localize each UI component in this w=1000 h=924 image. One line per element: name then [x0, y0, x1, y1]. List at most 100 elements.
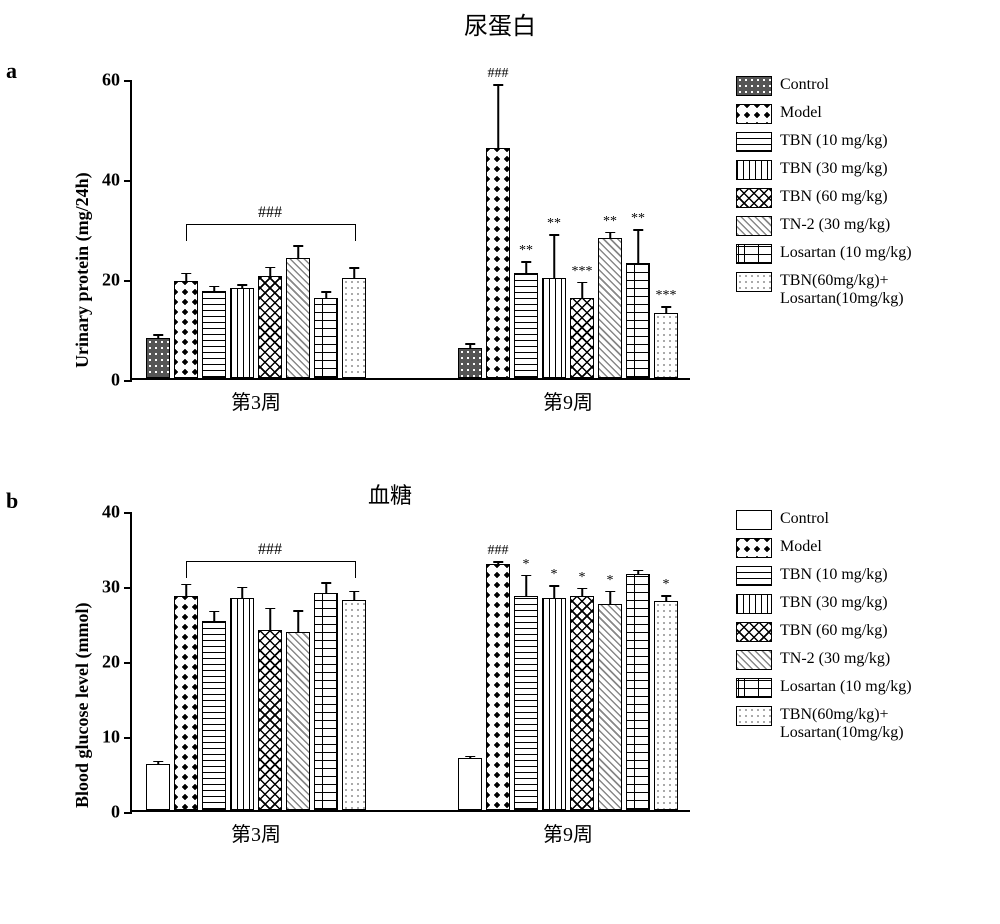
legend-item-tbn30: TBN (30 mg/kg) [736, 594, 966, 614]
error-bar [297, 610, 299, 633]
significance-mark: * [579, 570, 586, 586]
bar-control [458, 348, 482, 378]
legend-swatch [736, 510, 772, 530]
error-bar [185, 584, 187, 598]
ytick-label: 0 [111, 802, 132, 823]
bar-losartan10: ** [626, 263, 650, 378]
error-bar [665, 595, 667, 602]
bar-tbn60 [258, 276, 282, 379]
legend-swatch [736, 706, 772, 726]
legend-item-tn2_30: TN-2 (30 mg/kg) [736, 216, 966, 236]
error-bar [637, 570, 639, 575]
bar-tn2_30 [286, 632, 310, 811]
error-bar [497, 561, 499, 565]
legend-item-tn2_30: TN-2 (30 mg/kg) [736, 650, 966, 670]
error-bar [269, 608, 271, 631]
legend-item-tbn60: TBN (60 mg/kg) [736, 622, 966, 642]
ytick-label: 10 [102, 727, 132, 748]
bar-model: ### [486, 564, 510, 810]
legend-item-tbn60: TBN (60 mg/kg) [736, 188, 966, 208]
legend-swatch [736, 76, 772, 96]
error-bar [581, 282, 583, 300]
legend-label: Control [780, 510, 829, 528]
error-bar [213, 286, 215, 292]
bar-tn2_30: * [598, 604, 622, 810]
ytick-label: 60 [102, 70, 132, 91]
significance-mark: * [663, 577, 670, 593]
error-bar [525, 261, 527, 274]
legend-swatch [736, 160, 772, 180]
bar-losartan10 [626, 574, 650, 810]
bar-losartan10 [314, 593, 338, 811]
bar-model [174, 281, 198, 379]
error-bar [609, 232, 611, 240]
significance-mark: *** [572, 264, 593, 280]
legend-label: Losartan (10 mg/kg) [780, 678, 912, 696]
error-bar [581, 588, 583, 597]
bar-model [174, 596, 198, 810]
legend-label: Model [780, 104, 822, 122]
error-bar [469, 343, 471, 349]
bar-tbn10: * [514, 596, 538, 810]
plot-b: Blood glucose level (mmol) 010203040###第… [130, 512, 690, 812]
panel-b-tag: b [6, 488, 18, 514]
bar-model: ### [486, 148, 510, 378]
error-bar [525, 575, 527, 598]
legend-label: TBN (30 mg/kg) [780, 160, 888, 178]
error-bar [297, 245, 299, 259]
error-bar [553, 234, 555, 279]
legend-item-control: Control [736, 76, 966, 96]
legend-swatch [736, 678, 772, 698]
bar-tbn30: ** [542, 278, 566, 378]
error-bar [553, 585, 555, 599]
legend-item-losartan10: Losartan (10 mg/kg) [736, 678, 966, 698]
bar-tn2_30: ** [598, 238, 622, 378]
page-root: 尿蛋白 a b Urinary protein (mg/24h) 0 20 40 60… [0, 0, 1000, 924]
legend-swatch [736, 594, 772, 614]
legend-item-combo: TBN(60mg/kg)+Losartan(10mg/kg) [736, 272, 966, 309]
bar-tbn10 [202, 621, 226, 810]
bar-combo: *** [654, 313, 678, 378]
significance-mark: * [523, 557, 530, 573]
legend-label: Control [780, 76, 829, 94]
legend-label: Model [780, 538, 822, 556]
significance-mark: ** [519, 243, 533, 259]
bar-tbn10 [202, 291, 226, 379]
legend-swatch [736, 566, 772, 586]
ytick-label: 20 [102, 652, 132, 673]
ytick-label: 20 [102, 270, 132, 291]
bar-combo [342, 600, 366, 810]
bar-tn2_30 [286, 258, 310, 378]
legend-label: TBN(60mg/kg)+Losartan(10mg/kg) [780, 272, 904, 309]
xgroup-label: 第3周 [231, 378, 281, 415]
bar-combo: * [654, 601, 678, 810]
error-bar [325, 582, 327, 593]
significance-mark: ** [631, 211, 645, 227]
legend-item-tbn10: TBN (10 mg/kg) [736, 132, 966, 152]
error-bar [353, 267, 355, 279]
panel-a-ylabel: Urinary protein (mg/24h) [72, 172, 93, 368]
legend-item-losartan10: Losartan (10 mg/kg) [736, 244, 966, 264]
bar-tbn60: * [570, 596, 594, 811]
significance-mark: ** [547, 216, 561, 232]
bar-tbn10: ** [514, 273, 538, 378]
panel-a-tag: a [6, 58, 17, 84]
legend-label: TBN (10 mg/kg) [780, 132, 888, 150]
legend-swatch [736, 244, 772, 264]
error-bar [497, 84, 499, 149]
ytick-label: 0 [111, 370, 132, 391]
panel-b: 血糖 Blood glucose level (mmol) 010203040#… [30, 480, 970, 900]
ytick-label: 40 [102, 170, 132, 191]
significance-mark: * [551, 567, 558, 583]
error-bar [241, 284, 243, 289]
error-bar [241, 587, 243, 599]
error-bar [157, 761, 159, 765]
legend-label: Losartan (10 mg/kg) [780, 244, 912, 262]
error-bar [469, 756, 471, 759]
page-title: 尿蛋白 [0, 6, 1000, 41]
xgroup-label: 第3周 [231, 810, 281, 847]
error-bar [665, 306, 667, 314]
bar-tbn30: * [542, 598, 566, 810]
significance-bracket [186, 224, 356, 241]
legend-swatch [736, 622, 772, 642]
